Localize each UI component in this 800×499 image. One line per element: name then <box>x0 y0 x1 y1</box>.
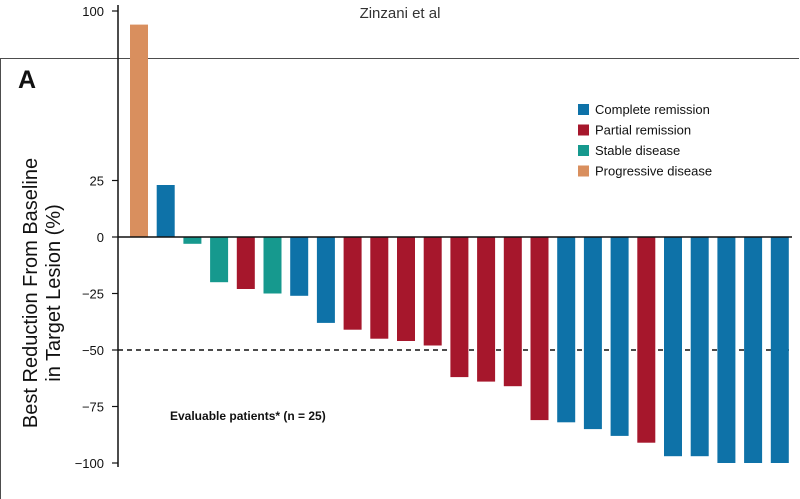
legend-swatch <box>578 165 589 177</box>
annotation-evaluable: Evaluable patients* (n = 25) <box>170 409 326 423</box>
y-tick-label: −100 <box>75 456 104 471</box>
legend-label: Complete remission <box>595 102 710 117</box>
bar <box>610 237 629 436</box>
y-axis-label-line2: in Target Lesion (%) <box>43 204 65 382</box>
bar <box>183 237 202 244</box>
y-axis-label: Best Reduction From Baseline in Target L… <box>20 158 65 428</box>
y-tick-label: −75 <box>82 400 104 415</box>
bar <box>450 237 469 378</box>
y-tick-label: 100 <box>82 4 104 19</box>
bar <box>770 237 789 463</box>
y-tick-label: 0 <box>97 230 104 245</box>
y-tick-label: 25 <box>90 174 104 189</box>
bar <box>263 237 282 294</box>
panel-label: A <box>18 66 37 94</box>
bar <box>210 237 229 283</box>
page-header: Zinzani et al <box>359 5 441 22</box>
bar <box>557 237 576 423</box>
bar <box>477 237 496 382</box>
axes-group: 100 25 0 −25 −50 −75 −100 <box>75 4 792 471</box>
legend-label: Partial remission <box>595 123 691 138</box>
figure-frame <box>0 58 799 499</box>
bar <box>530 237 549 421</box>
legend-swatch <box>578 124 589 136</box>
bars-group <box>130 24 789 463</box>
bar <box>130 24 148 237</box>
legend-swatch <box>578 104 589 115</box>
legend-swatch <box>578 145 589 156</box>
bar <box>503 237 522 387</box>
bar <box>236 237 255 289</box>
bar <box>370 237 389 339</box>
legend-label: Progressive disease <box>595 164 712 179</box>
bar <box>316 237 335 323</box>
y-tick-label: −50 <box>82 343 104 358</box>
bar <box>397 237 415 341</box>
bar <box>156 185 175 237</box>
bar <box>637 237 656 443</box>
bar <box>690 237 709 457</box>
bar <box>664 237 682 457</box>
bar <box>290 237 309 296</box>
bar <box>744 237 763 463</box>
bar <box>343 237 362 330</box>
y-tick-label: −25 <box>82 287 104 302</box>
legend-label: Stable disease <box>595 143 680 158</box>
legend: Complete remission Partial remission Stabl… <box>578 102 712 179</box>
bar <box>423 237 442 346</box>
waterfall-chart: Best Reduction From Baseline in Target L… <box>20 4 792 471</box>
y-axis-label-line1: Best Reduction From Baseline <box>20 158 42 428</box>
bar <box>583 237 602 430</box>
bar <box>717 237 736 463</box>
